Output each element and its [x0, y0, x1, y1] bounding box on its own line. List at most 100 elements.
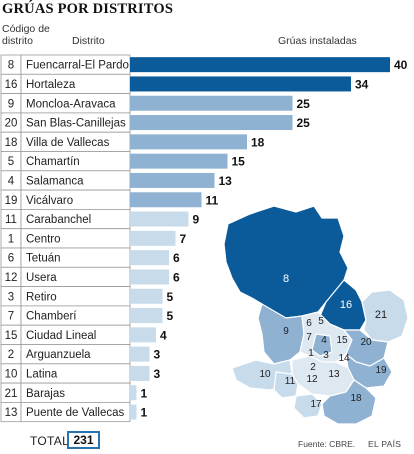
map-district-label: 19 — [375, 365, 387, 376]
district-name: Chamartín — [26, 156, 80, 168]
bar — [130, 172, 215, 188]
district-code: 21 — [5, 388, 18, 400]
page-title: GRÚAS POR DISTRITOS — [2, 1, 174, 17]
code-column-header: Código de distrito — [2, 23, 50, 47]
bar — [130, 346, 150, 362]
map-region-salamanca — [311, 333, 333, 357]
bar — [130, 192, 202, 208]
district-code: 2 — [8, 349, 14, 361]
district-name: Ciudad Lineal — [26, 330, 96, 342]
map-district-label: 17 — [310, 399, 322, 410]
bar-value-label: 11 — [206, 193, 219, 207]
map-district-label: 15 — [336, 335, 348, 346]
bar — [130, 327, 156, 343]
district-name: Latina — [26, 368, 58, 380]
bar — [130, 250, 169, 266]
district-code: 15 — [5, 330, 18, 342]
district-name: Retiro — [26, 291, 57, 303]
district-name: Vicálvaro — [26, 195, 73, 207]
district-code: 12 — [5, 272, 18, 284]
map-labels: 8 16 21 9 6 57 41 15 20 3 14 2 10 11 12 13 19 17 18 — [259, 273, 387, 410]
district-name: Fuencarral-El Pardo — [26, 60, 129, 72]
bar — [130, 76, 351, 92]
bar — [130, 308, 163, 324]
bar — [130, 57, 390, 73]
district-code: 4 — [8, 175, 15, 187]
district-code: 8 — [8, 60, 14, 72]
district-name: Puente de Vallecas — [26, 407, 124, 419]
map-region-villaverde — [293, 393, 323, 419]
map-district-label: 21 — [375, 309, 387, 321]
map-district-label: 6 — [306, 318, 312, 329]
map-district-label: 11 — [285, 376, 296, 387]
bar — [130, 153, 228, 169]
map-district-label: 20 — [360, 337, 372, 348]
total-value: 231 — [67, 431, 100, 449]
bar — [130, 288, 163, 304]
bar-value-label: 15 — [232, 155, 246, 169]
map-district-label: 10 — [259, 369, 271, 380]
district-code: 11 — [5, 214, 17, 226]
district-name: Chamberí — [26, 311, 77, 323]
source-note: Fuente: CBRE. — [298, 439, 356, 449]
district-code: 16 — [5, 79, 18, 91]
bar-value-label: 5 — [167, 290, 174, 304]
bar-value-label: 40 — [394, 58, 408, 72]
map-district-label: 8 — [283, 273, 289, 285]
bar-value-label: 9 — [193, 213, 200, 227]
district-code: 3 — [8, 291, 14, 303]
bar-value-label: 13 — [219, 174, 233, 188]
bar-value-label: 6 — [173, 251, 180, 265]
bars-column-header: Grúas instaladas — [278, 35, 357, 47]
map-district-label: 4 — [321, 335, 327, 346]
bar — [130, 95, 293, 111]
district-name: Centro — [26, 233, 61, 245]
district-code: 1 — [8, 233, 14, 245]
district-code: 18 — [5, 137, 18, 149]
bar — [130, 230, 176, 246]
map-district-label: 16 — [340, 299, 352, 311]
bar — [130, 365, 150, 381]
district-name: Moncloa-Aravaca — [26, 98, 116, 110]
map-district-label: 13 — [328, 369, 340, 380]
bar — [130, 385, 137, 401]
bar — [130, 404, 137, 420]
district-name: Barajas — [26, 388, 65, 400]
bar-value-label: 5 — [167, 309, 174, 323]
map-district-label: 3 — [323, 350, 329, 361]
bar-value-label: 34 — [355, 77, 369, 91]
bar-value-label: 4 — [160, 328, 167, 342]
district-name: Arguanzuela — [26, 349, 91, 361]
map-district-label: 7 — [306, 332, 312, 343]
map-region-barajas — [361, 289, 409, 343]
district-code: 10 — [5, 368, 18, 380]
brand-credit: EL PAÍS — [368, 439, 402, 449]
district-name: Salamanca — [26, 175, 84, 187]
map-district-label: 14 — [338, 353, 350, 364]
district-code: 19 — [5, 195, 18, 207]
district-name: Hortaleza — [26, 79, 76, 91]
bar-value-label: 3 — [154, 348, 161, 362]
bar — [130, 211, 189, 227]
map-district-label: 1 — [308, 348, 314, 359]
map-district-label: 12 — [306, 374, 318, 385]
madrid-districts-map — [223, 205, 409, 425]
district-name: Villa de Vallecas — [26, 137, 110, 149]
map-district-label: 9 — [283, 326, 289, 337]
district-column-header: Distrito — [72, 35, 105, 47]
total-label: TOTAL — [30, 434, 70, 448]
district-name: San Blas-Canillejas — [26, 118, 126, 130]
bar-value-label: 25 — [297, 97, 311, 111]
bar-value-label: 7 — [180, 232, 187, 246]
district-code: 13 — [5, 407, 18, 419]
district-code: 7 — [8, 311, 14, 323]
bar — [130, 269, 169, 285]
district-name: Carabanchel — [26, 214, 91, 226]
bar-value-label: 25 — [297, 116, 311, 130]
bar-value-label: 1 — [141, 406, 148, 420]
district-name: Usera — [26, 272, 57, 284]
bar — [130, 115, 293, 131]
